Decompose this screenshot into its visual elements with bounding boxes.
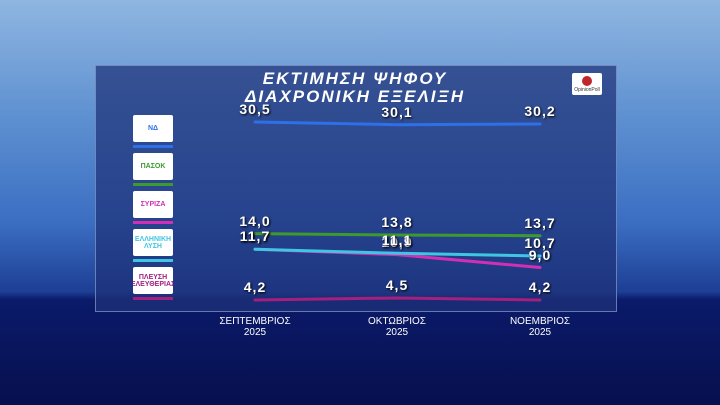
- legend-entry: ΝΔ: [133, 115, 173, 142]
- data-label: 13,7: [524, 214, 556, 231]
- x-tick-label: ΝΟΕΜΒΡΙΟΣ 2025: [509, 316, 571, 338]
- series-line: [253, 247, 542, 258]
- data-label: 30,2: [524, 103, 556, 120]
- data-label: 30,5: [239, 101, 271, 117]
- data-label: 4,2: [243, 279, 267, 295]
- series-line: [253, 232, 542, 238]
- chart-subtitle: ΔΙΑΧΡΟΝΙΚΗ ΕΞΕΛΙΞΗ: [245, 87, 465, 106]
- legend-entry: ΣΥΡΙΖΑ: [133, 191, 173, 218]
- chart-title: ΕΚΤΙΜΗΣΗ ΨΗΦΟΥ: [262, 69, 448, 88]
- series-line: [253, 296, 542, 302]
- data-label: 14,0: [239, 212, 271, 229]
- legend-swatch: [133, 259, 173, 262]
- legend-swatch: [133, 297, 173, 300]
- data-label: 10,7: [524, 235, 556, 251]
- x-tick-label: ΣΕΠΤΕΜΒΡΙΟΣ 2025: [219, 316, 291, 338]
- data-label: 11,1: [381, 232, 413, 249]
- data-label: 30,1: [381, 103, 413, 120]
- data-label: 4,5: [385, 276, 409, 293]
- legend-swatch: [133, 183, 173, 186]
- legend-entry: ΠΑΣΟΚ: [133, 153, 173, 180]
- data-label: 10,9: [381, 233, 413, 250]
- source-logo: OpinionPoll: [572, 73, 602, 95]
- data-label: 11,7: [239, 228, 271, 245]
- chart-panel: [95, 65, 617, 312]
- data-label: 4,2: [528, 279, 552, 295]
- series-line: [253, 120, 542, 127]
- data-label: 9,0: [528, 246, 552, 263]
- data-label: 13,8: [381, 214, 413, 231]
- x-tick-label: ΟΚΤΩΒΡΙΟΣ 2025: [368, 316, 426, 338]
- legend-entry: ΕΛΛΗΝΙΚΗ ΛΥΣΗ: [133, 229, 173, 256]
- legend-entry: ΠΛΕΥΣΗ ΕΛΕΥΘΕΡΙΑΣ: [133, 267, 173, 294]
- legend-swatch: [133, 145, 173, 148]
- legend-swatch: [133, 221, 173, 224]
- data-label: 11,7: [239, 228, 271, 245]
